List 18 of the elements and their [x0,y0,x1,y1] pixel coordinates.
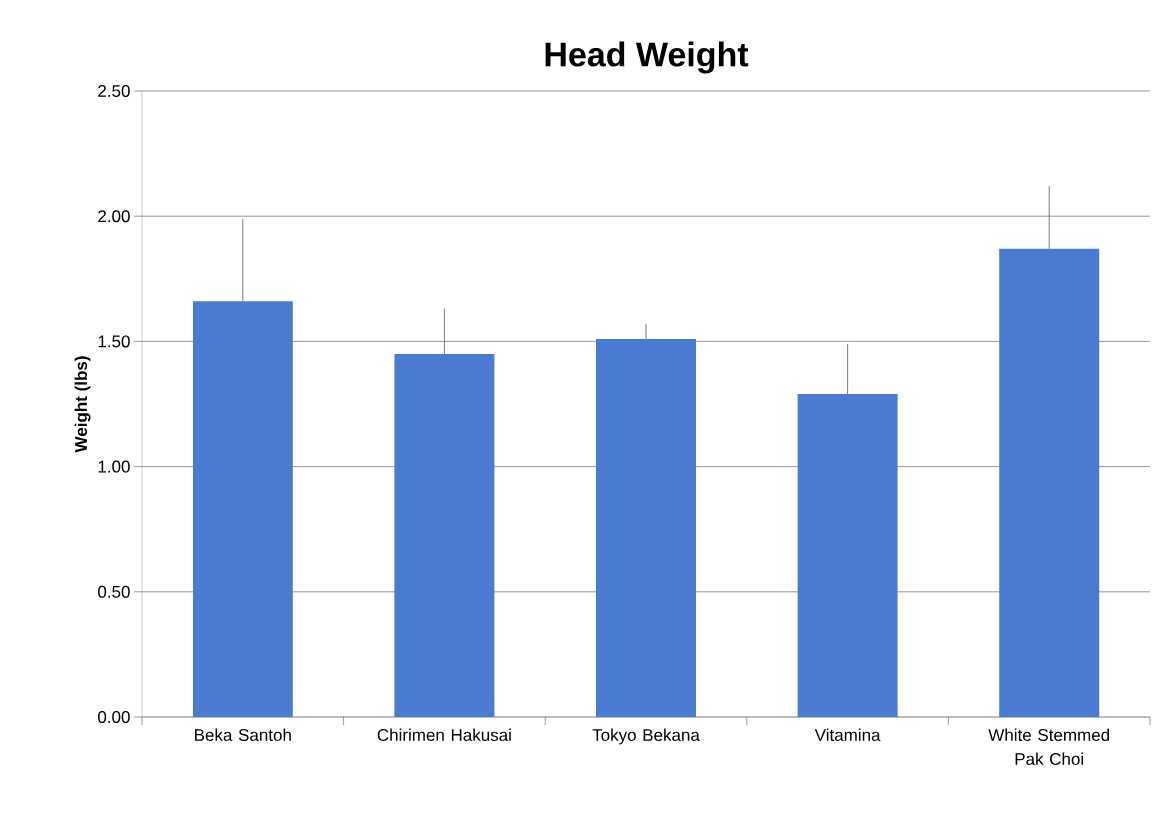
y-tick-label: 1.50 [98,335,130,348]
y-tick-label: 0.50 [98,585,130,598]
bar [394,353,495,717]
chart-title: Head Weight [545,41,749,74]
bar [596,338,696,717]
bar [797,393,898,717]
x-tick-label: Tokyo Bekana [592,728,700,745]
y-tick-label: 2.00 [98,210,130,223]
y-axis-title: Weight (lbs) [74,356,91,453]
y-tick-label: 2.50 [98,84,130,98]
bar [999,248,1100,717]
x-tick-label: Vitamina [814,728,881,742]
x-tick-label: Chirimen Hakusai [377,728,511,742]
x-tick-label: Beka Santoh [195,728,291,742]
x-tick-label: White Stemmed Pak Choi [988,728,1110,766]
y-tick-label: 0.00 [98,710,130,724]
y-tick-label: 1.00 [98,460,130,473]
bar [192,301,293,717]
